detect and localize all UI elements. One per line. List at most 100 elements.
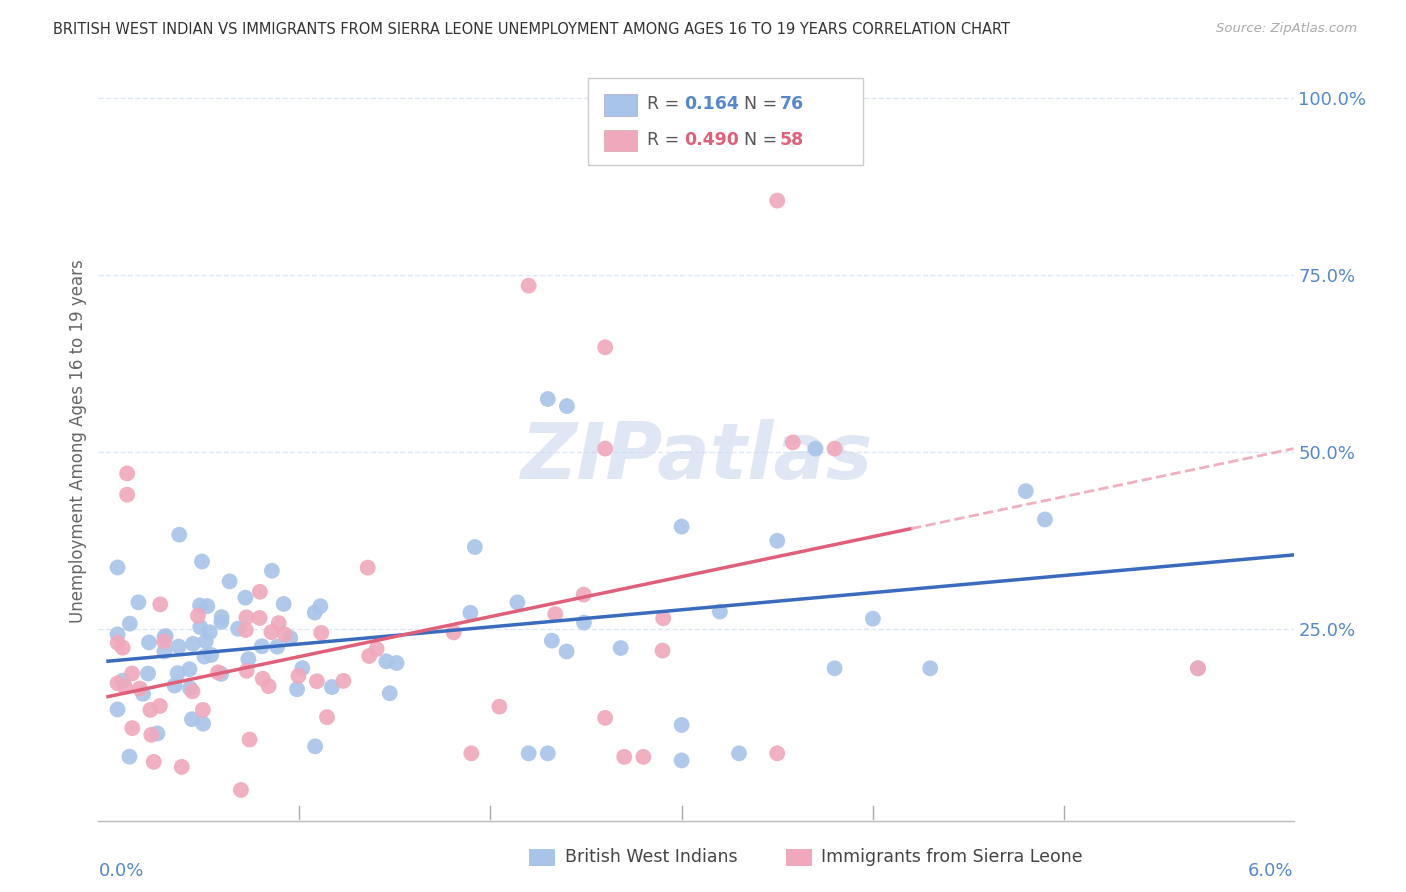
Point <box>229 783 252 797</box>
Point <box>443 625 465 640</box>
Point <box>593 340 616 354</box>
Point <box>517 747 540 761</box>
Point <box>107 627 129 641</box>
Point <box>766 747 789 761</box>
Point <box>170 760 193 774</box>
Point <box>121 721 143 735</box>
Text: 6.0%: 6.0% <box>1249 863 1294 880</box>
Point <box>167 640 190 654</box>
Point <box>332 673 354 688</box>
Point <box>107 560 129 574</box>
Point <box>260 564 283 578</box>
Point <box>226 622 249 636</box>
Text: 0.490: 0.490 <box>685 131 740 149</box>
Point <box>920 661 942 675</box>
Point <box>782 435 804 450</box>
Point <box>111 673 134 688</box>
Point <box>238 652 260 666</box>
Point <box>1187 661 1209 675</box>
Point <box>209 615 232 629</box>
Point <box>238 732 260 747</box>
Text: 0.0%: 0.0% <box>98 863 143 880</box>
Text: ZIPatlas: ZIPatlas <box>520 418 872 495</box>
Text: N =: N = <box>744 131 783 149</box>
Point <box>235 664 257 678</box>
Y-axis label: Unemployment Among Ages 16 to 19 years: Unemployment Among Ages 16 to 19 years <box>69 260 87 624</box>
Point <box>139 703 162 717</box>
Point <box>207 665 229 680</box>
FancyBboxPatch shape <box>605 95 637 116</box>
Point <box>128 681 150 696</box>
Text: 0.164: 0.164 <box>685 95 740 113</box>
Point <box>460 606 482 620</box>
Point <box>107 636 129 650</box>
Text: Immigrants from Sierra Leone: Immigrants from Sierra Leone <box>821 848 1083 866</box>
Point <box>233 591 256 605</box>
Point <box>149 698 172 713</box>
FancyBboxPatch shape <box>529 849 555 866</box>
Point <box>107 676 129 690</box>
Point <box>671 519 693 533</box>
Point <box>544 607 567 621</box>
Point <box>181 712 204 726</box>
FancyBboxPatch shape <box>589 78 863 165</box>
Point <box>115 488 138 502</box>
Point <box>141 728 163 742</box>
Point <box>209 666 232 681</box>
Point <box>211 610 233 624</box>
Point <box>191 554 214 568</box>
Point <box>316 710 339 724</box>
Point <box>652 611 675 625</box>
FancyBboxPatch shape <box>605 130 637 151</box>
Point <box>181 637 204 651</box>
Point <box>321 680 343 694</box>
Text: BRITISH WEST INDIAN VS IMMIGRANTS FROM SIERRA LEONE UNEMPLOYMENT AMONG AGES 16 T: BRITISH WEST INDIAN VS IMMIGRANTS FROM S… <box>53 22 1011 37</box>
Point <box>862 612 884 626</box>
Point <box>291 661 314 675</box>
Point <box>766 533 789 548</box>
Point <box>766 194 789 208</box>
Point <box>671 718 693 732</box>
Point <box>540 633 562 648</box>
Point <box>1015 484 1038 499</box>
Point <box>188 599 211 613</box>
Point <box>285 682 308 697</box>
Point <box>155 629 177 643</box>
Point <box>709 605 731 619</box>
Point <box>375 654 398 668</box>
Point <box>249 611 271 625</box>
Point <box>114 680 136 694</box>
Point <box>118 616 141 631</box>
Point <box>671 753 693 767</box>
Point <box>633 750 655 764</box>
Point <box>555 644 578 658</box>
Text: Source: ZipAtlas.com: Source: ZipAtlas.com <box>1216 22 1357 36</box>
Point <box>163 678 186 692</box>
Text: R =: R = <box>647 131 685 149</box>
Point <box>198 625 221 640</box>
Point <box>1033 512 1056 526</box>
Point <box>267 616 290 631</box>
Point <box>235 623 257 637</box>
Point <box>142 755 165 769</box>
Point <box>179 681 201 696</box>
Point <box>309 626 332 640</box>
Point <box>218 574 240 589</box>
Point <box>304 606 326 620</box>
Point <box>537 392 560 406</box>
Point <box>366 641 388 656</box>
Point <box>115 467 138 481</box>
Point <box>153 630 176 644</box>
Point <box>149 598 172 612</box>
Point <box>593 711 616 725</box>
Point <box>146 726 169 740</box>
Point <box>191 716 214 731</box>
Point <box>572 615 595 630</box>
Point <box>824 442 846 456</box>
Point <box>266 640 288 654</box>
Point <box>132 687 155 701</box>
Point <box>555 399 578 413</box>
Point <box>136 666 159 681</box>
Point <box>651 643 673 657</box>
Text: British West Indians: British West Indians <box>565 848 737 866</box>
